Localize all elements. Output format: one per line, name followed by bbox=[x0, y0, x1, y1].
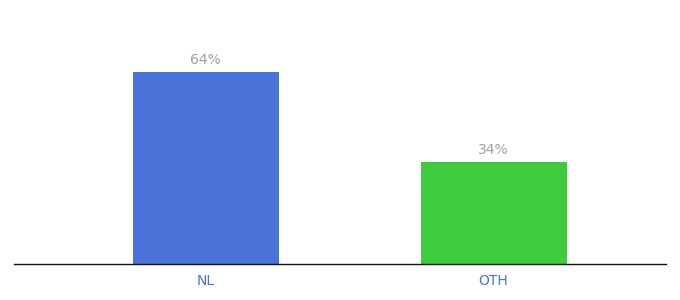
Bar bbox=[133, 72, 279, 264]
Bar bbox=[421, 162, 566, 264]
Text: 64%: 64% bbox=[190, 53, 221, 68]
Text: 34%: 34% bbox=[478, 143, 509, 158]
